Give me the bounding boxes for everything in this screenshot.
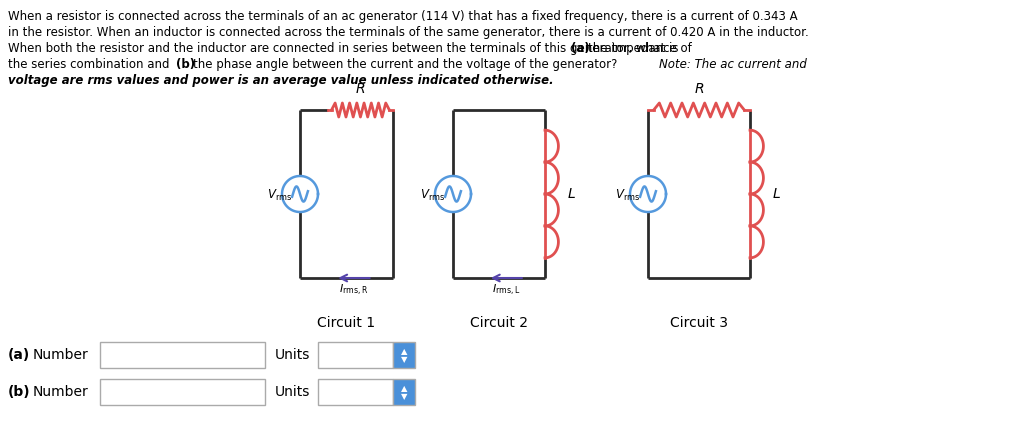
- Text: $L$: $L$: [772, 187, 781, 201]
- Text: $R$: $R$: [694, 82, 705, 96]
- Text: When a resistor is connected across the terminals of an ac generator (114 V) tha: When a resistor is connected across the …: [8, 10, 798, 23]
- Text: ▲: ▲: [400, 348, 408, 357]
- Text: $V_{\rm rms}$: $V_{\rm rms}$: [614, 188, 640, 203]
- FancyBboxPatch shape: [393, 379, 415, 405]
- Text: Units: Units: [275, 385, 310, 399]
- Text: $V_{\rm rms}$: $V_{\rm rms}$: [266, 188, 292, 203]
- Text: $L$: $L$: [567, 187, 575, 201]
- Text: Circuit 1: Circuit 1: [317, 316, 376, 330]
- Text: (b): (b): [8, 385, 31, 399]
- Text: (b): (b): [176, 58, 196, 71]
- Text: $V_{\rm rms}$: $V_{\rm rms}$: [420, 188, 445, 203]
- Text: $I_{\rm rms,R}$: $I_{\rm rms,R}$: [339, 283, 369, 298]
- Text: (a): (a): [571, 42, 590, 55]
- FancyBboxPatch shape: [100, 379, 265, 405]
- FancyBboxPatch shape: [393, 342, 415, 368]
- Text: Circuit 3: Circuit 3: [670, 316, 728, 330]
- Text: in the resistor. When an inductor is connected across the terminals of the same : in the resistor. When an inductor is con…: [8, 26, 809, 39]
- Text: $R$: $R$: [355, 82, 366, 96]
- Text: Number: Number: [33, 348, 89, 362]
- FancyBboxPatch shape: [100, 342, 265, 368]
- Text: ▼: ▼: [400, 355, 408, 365]
- Text: the impedance of: the impedance of: [588, 42, 692, 55]
- Text: Number: Number: [33, 385, 89, 399]
- Text: (a): (a): [8, 348, 31, 362]
- Text: $I_{\rm rms,L}$: $I_{\rm rms,L}$: [493, 283, 520, 298]
- Text: ▼: ▼: [400, 393, 408, 401]
- Text: the phase angle between the current and the voltage of the generator?: the phase angle between the current and …: [193, 58, 622, 71]
- Text: Units: Units: [275, 348, 310, 362]
- Text: Note: The ac current and: Note: The ac current and: [659, 58, 807, 71]
- Text: When both the resistor and the inductor are connected in series between the term: When both the resistor and the inductor …: [8, 42, 682, 55]
- Text: the series combination and: the series combination and: [8, 58, 173, 71]
- Text: voltage are rms values and power is an average value unless indicated otherwise.: voltage are rms values and power is an a…: [8, 74, 554, 87]
- Text: Circuit 2: Circuit 2: [470, 316, 528, 330]
- FancyBboxPatch shape: [318, 379, 393, 405]
- FancyBboxPatch shape: [318, 342, 393, 368]
- Text: ▲: ▲: [400, 385, 408, 393]
